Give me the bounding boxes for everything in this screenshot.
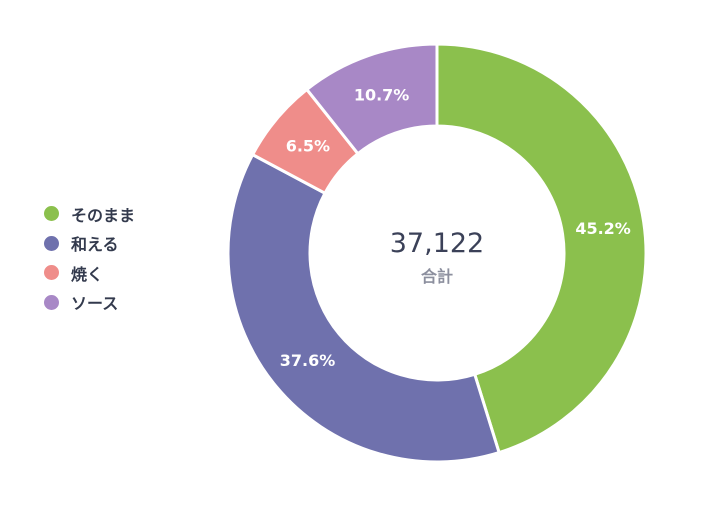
legend-item: 焼く: [44, 258, 135, 288]
center-total-value: 37,122: [390, 228, 484, 259]
slice-group: [226, 42, 648, 464]
slice-label-4: 10.7%: [354, 85, 410, 104]
legend-label: ソース: [71, 294, 119, 314]
slice-label-group: 45.2% 37.6% 6.5% 10.7%: [280, 85, 631, 370]
center-total-caption: 合計: [421, 267, 453, 286]
slice-label-3: 6.5%: [286, 137, 330, 156]
slice-label-1: 45.2%: [575, 219, 631, 238]
legend-item: そのまま: [44, 199, 135, 229]
legend-label: 和える: [71, 235, 119, 255]
slice-2: [226, 152, 501, 464]
slice-1: [435, 42, 648, 455]
legend-item: ソース: [44, 288, 135, 318]
slice-4: [304, 42, 439, 156]
legend-swatch: [44, 206, 59, 222]
legend-label: 焼く: [71, 264, 104, 284]
legend-item: 和える: [44, 229, 135, 259]
legend-label: そのまま: [71, 205, 136, 225]
slice-label-2: 37.6%: [280, 351, 336, 370]
legend-swatch: [44, 265, 59, 281]
legend-swatch: [44, 235, 59, 251]
legend-swatch: [44, 294, 59, 310]
legend: そのまま和える焼くソース: [44, 199, 135, 317]
